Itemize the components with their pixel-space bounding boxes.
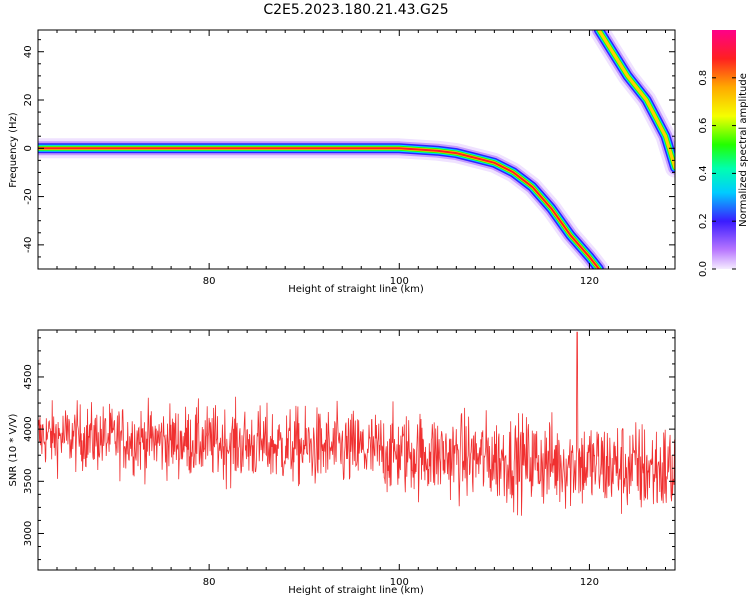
snr-xtick-label: 120	[580, 577, 599, 588]
spectrogram-ytick-label: 0	[23, 145, 34, 151]
colorbar: 0.0 0.2 0.4 0.6 0.8 Normalized spectral ampl…	[698, 30, 749, 277]
snr-xtick-label: 80	[203, 577, 216, 588]
primary-ridge-core	[38, 147, 600, 269]
spectrogram-xtick-label: 80	[203, 276, 216, 287]
primary-ridge-halo	[38, 141, 606, 269]
spectrogram-panel: 80 100 120 -40 -20 0 20 40 Height of straight l…	[8, 29, 676, 295]
colorbar-ticks: 0.0 0.2 0.4 0.6 0.8	[698, 70, 736, 277]
snr-ytick-label: 3500	[23, 469, 34, 494]
spectrogram-ridges	[38, 30, 675, 269]
snr-series-line	[38, 331, 675, 516]
snr-ytick-label: 3000	[23, 521, 34, 546]
colorbar-label: Normalized spectral amplitude	[738, 73, 749, 227]
snr-frame	[37, 329, 676, 571]
secondary-ridge-yellow	[597, 30, 675, 170]
colorbar-tick-label: 0.4	[698, 165, 709, 181]
snr-y-label: SNR (10 * V/V)	[8, 413, 19, 486]
snr-panel: 80 100 120 3000 3500 4000 4500 Height of strai…	[8, 329, 676, 596]
spectrogram-x-label: Height of straight line (km)	[288, 284, 424, 295]
figure-title: C2E5.2023.180.21.43.G25	[263, 2, 449, 18]
colorbar-gradient	[712, 30, 736, 269]
snr-ytick-label: 4500	[23, 364, 34, 389]
colorbar-tick-label: 0.0	[698, 261, 709, 277]
colorbar-tick-label: 0.8	[698, 70, 709, 86]
spectrogram-ytick-label: 20	[23, 94, 34, 107]
snr-ticks: 80 100 120 3000 3500 4000 4500	[23, 330, 675, 588]
snr-ytick-label: 4000	[23, 416, 34, 441]
spectrogram-frame	[37, 29, 676, 270]
spectrogram-y-label: Frequency (Hz)	[8, 112, 19, 188]
spectrogram-ytick-label: -20	[23, 188, 34, 204]
snr-xtick-label: 100	[390, 577, 409, 588]
snr-plot-area	[38, 331, 675, 516]
spectrogram-xtick-label: 100	[390, 276, 409, 287]
spectrogram-ytick-label: 40	[23, 45, 34, 58]
colorbar-tick-label: 0.6	[698, 118, 709, 134]
snr-x-label: Height of straight line (km)	[288, 585, 424, 596]
colorbar-tick-label: 0.2	[698, 213, 709, 229]
spectrogram-ticks: 80 100 120 -40 -20 0 20 40	[23, 30, 675, 287]
spectrogram-xtick-label: 120	[580, 276, 599, 287]
spectrogram-ytick-label: -40	[23, 237, 34, 253]
